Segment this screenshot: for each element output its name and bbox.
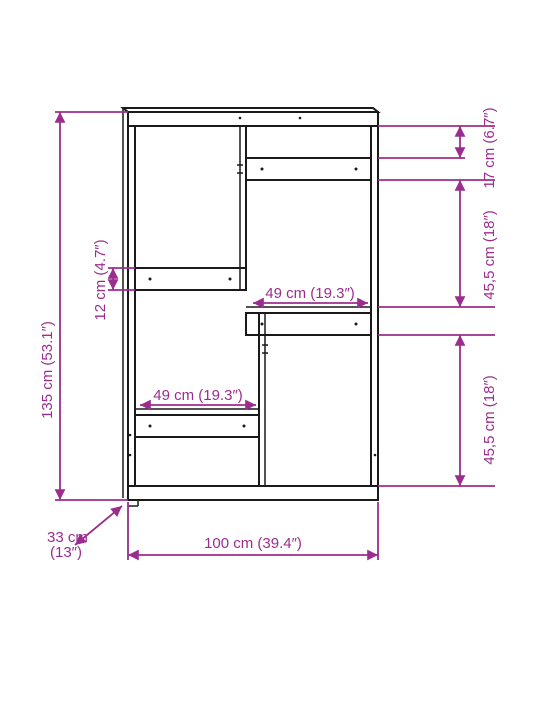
dim-top-gap: 17 cm (6.7″) bbox=[481, 107, 498, 188]
dim-lower-shelf: 45,5 cm (18″) bbox=[481, 375, 498, 465]
diagram-svg: 135 cm (53.1″) 12 cm (4.7″) 17 cm (6.7″)… bbox=[0, 0, 540, 720]
dim-inner-upper: 49 cm (19.3″) bbox=[265, 285, 355, 302]
dim-depth: 33 cm (13″) bbox=[47, 529, 92, 561]
dim-width-total: 100 cm (39.4″) bbox=[204, 535, 302, 552]
dim-inner-lower: 49 cm (19.3″) bbox=[153, 387, 243, 404]
dim-height-total: 135 cm (53.1″) bbox=[39, 321, 56, 419]
cabinet bbox=[123, 108, 378, 506]
diagram-container: 135 cm (53.1″) 12 cm (4.7″) 17 cm (6.7″)… bbox=[0, 0, 540, 720]
dim-small-gap: 12 cm (4.7″) bbox=[92, 239, 109, 320]
dim-upper-shelf: 45,5 cm (18″) bbox=[481, 210, 498, 300]
